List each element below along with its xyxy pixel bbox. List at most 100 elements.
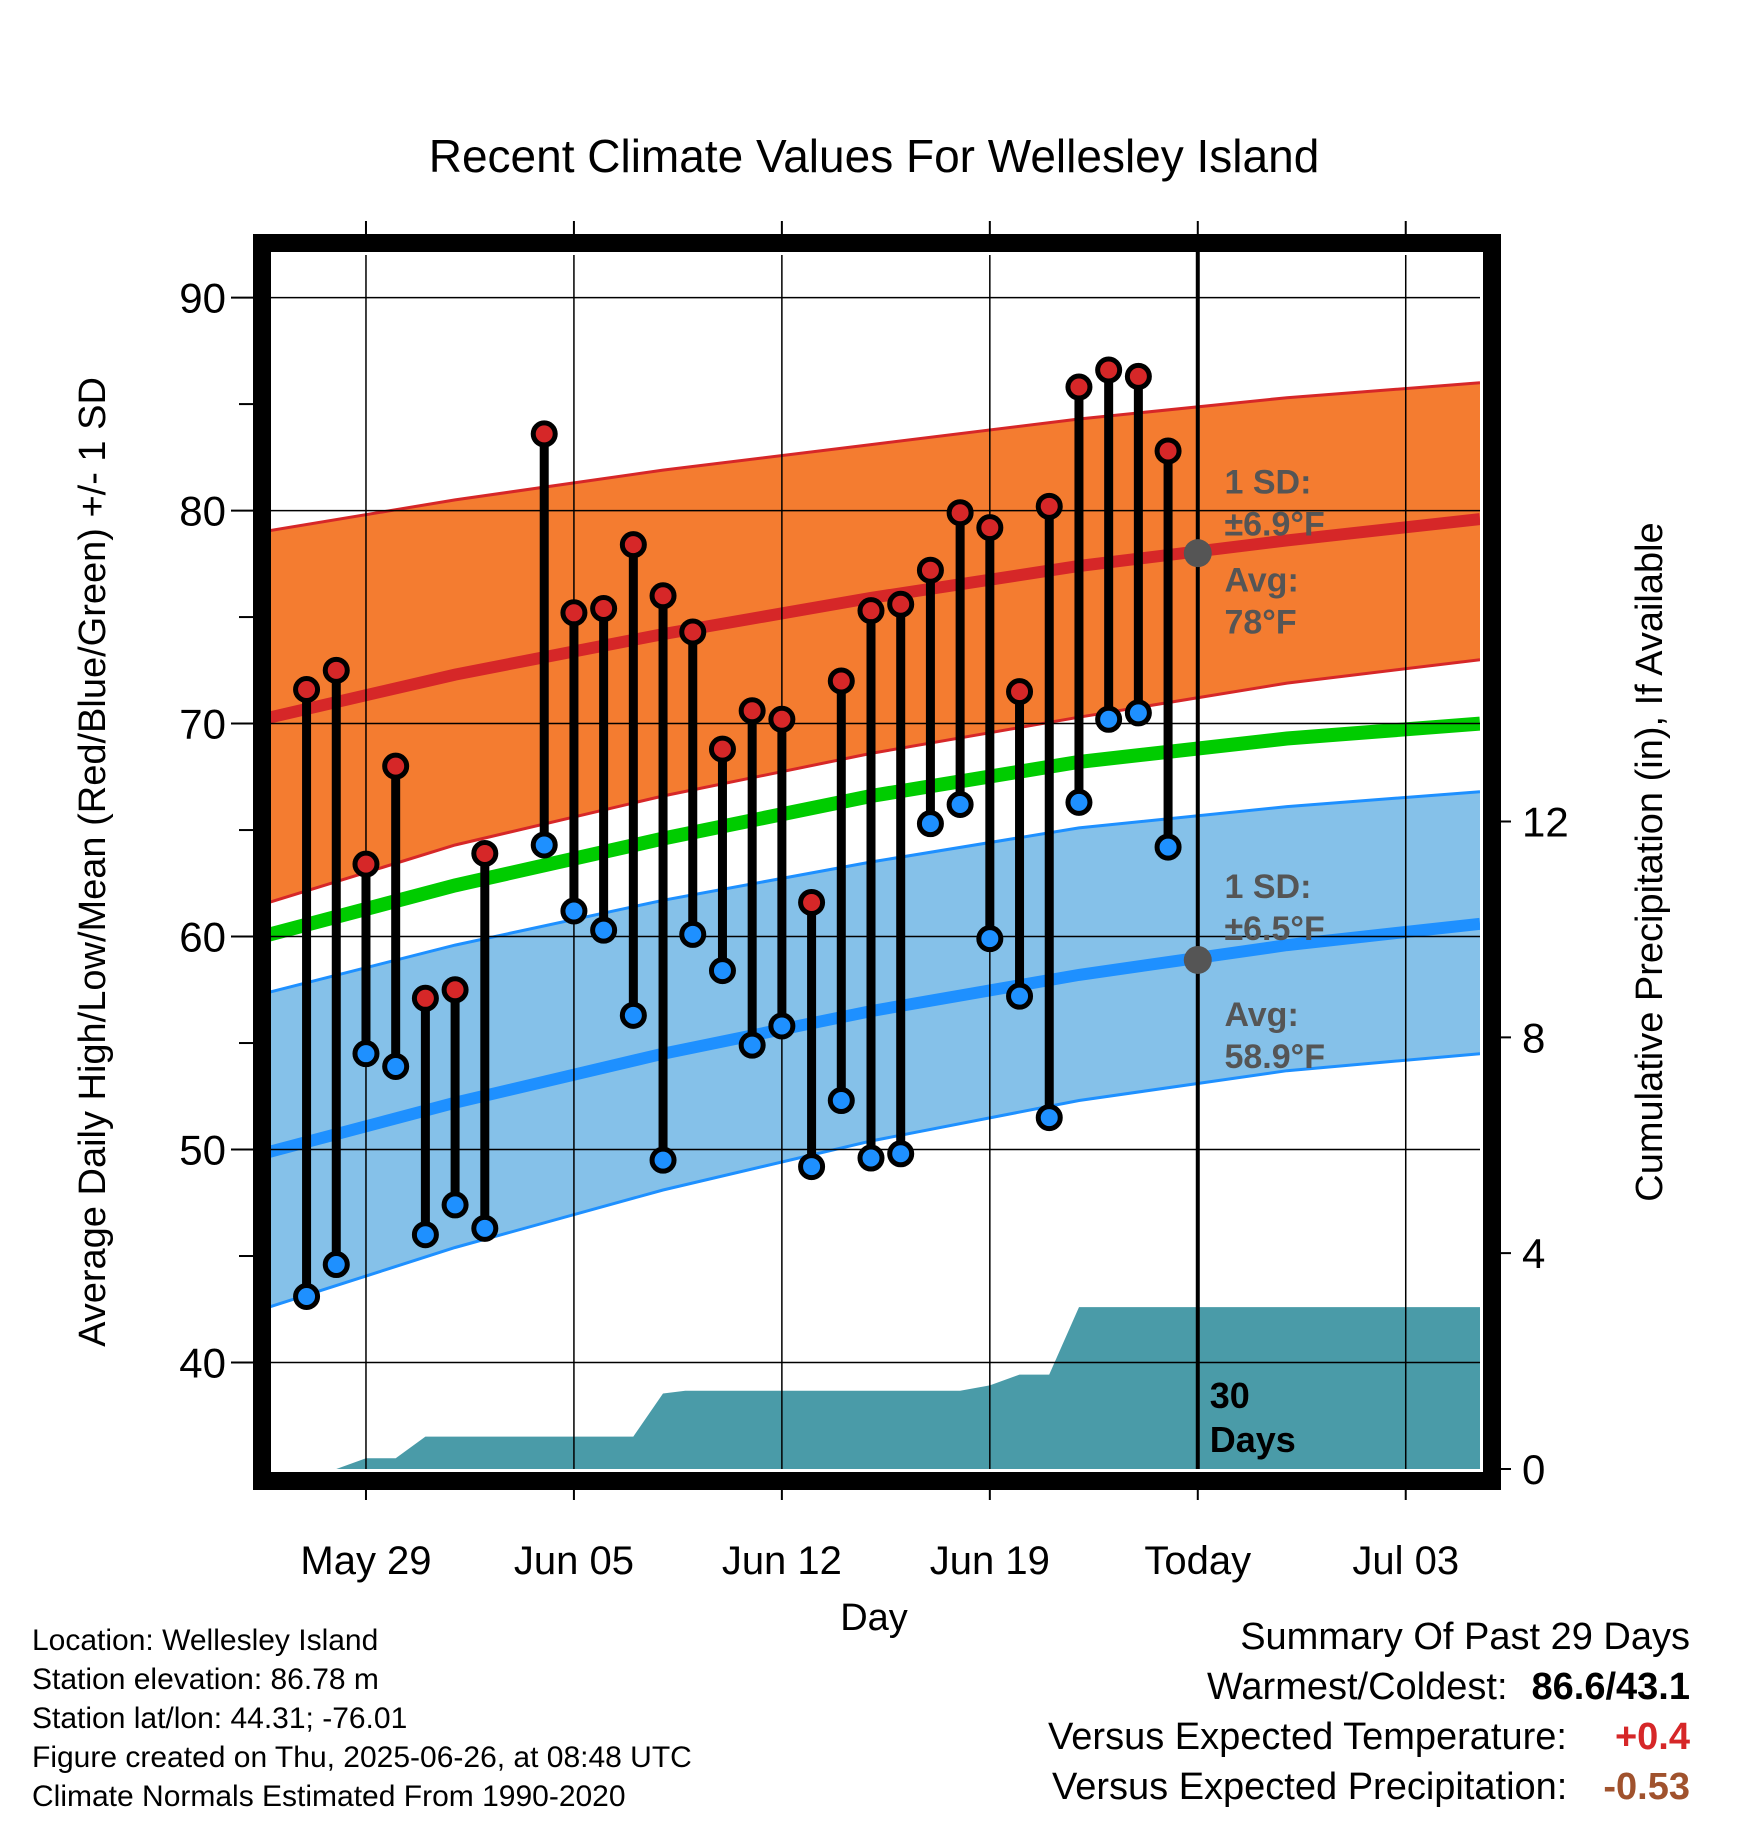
low-point <box>1124 699 1152 727</box>
low-point <box>619 1001 647 1029</box>
x-tick-label: Jun 12 <box>722 1539 842 1583</box>
high-point <box>827 667 855 695</box>
low-point <box>382 1052 410 1080</box>
high-point <box>1124 362 1152 390</box>
high-point <box>857 597 885 625</box>
high-point <box>530 420 558 448</box>
warm-value: 86.6/43.1 <box>1531 1666 1690 1708</box>
precip-area <box>262 1307 1480 1469</box>
annotation-text: 78°F <box>1224 604 1296 642</box>
low-point <box>708 957 736 985</box>
x-tick-label: Jul 03 <box>1352 1539 1459 1583</box>
low-point <box>1065 788 1093 816</box>
annotation-text: Avg: <box>1224 562 1298 600</box>
low-point <box>976 925 1004 953</box>
today-label-line2: Days <box>1210 1419 1296 1460</box>
low-point <box>1095 705 1123 733</box>
low-point <box>798 1153 826 1181</box>
low-point <box>916 810 944 838</box>
high-point <box>441 976 469 1004</box>
x-tick-label: Jun 19 <box>930 1539 1050 1583</box>
low-point <box>738 1031 766 1059</box>
high-point <box>798 888 826 916</box>
y-axis-label-left: Average Daily High/Low/Mean (Red/Blue/Gr… <box>72 377 114 1347</box>
low-point <box>560 897 588 925</box>
info-location: Location: Wellesley Island <box>32 1624 379 1657</box>
y-axis-label-right: Cumulative Precipitation (in), If Availa… <box>1629 522 1671 1201</box>
annotation-text: Avg: <box>1224 996 1298 1034</box>
left-tick-label: 70 <box>179 701 226 748</box>
low-point <box>590 916 618 944</box>
high-point <box>1035 492 1063 520</box>
high-point <box>382 752 410 780</box>
x-tick-label: Jun 05 <box>514 1539 634 1583</box>
low-point <box>857 1144 885 1172</box>
high-point <box>322 656 350 684</box>
high-point <box>293 675 321 703</box>
left-tick-label: 40 <box>179 1340 226 1387</box>
today-label-line1: 30 <box>1210 1375 1250 1416</box>
precip-value: -0.53 <box>1603 1766 1690 1808</box>
left-tick-label: 50 <box>179 1127 226 1174</box>
high-point <box>1006 678 1034 706</box>
left-tick-label: 80 <box>179 488 226 535</box>
summary-temp-row: Versus Expected Temperature: +0.4 <box>1048 1716 1690 1759</box>
low-point <box>322 1251 350 1279</box>
high-point <box>352 850 380 878</box>
x-tick-label: May 29 <box>300 1539 431 1583</box>
summary-precip-row: Versus Expected Precipitation: -0.53 <box>1052 1766 1690 1809</box>
high-point <box>1095 356 1123 384</box>
annotation-text: ±6.5°F <box>1224 910 1324 948</box>
high-point <box>916 556 944 584</box>
annotation-text: 1 SD: <box>1224 868 1311 906</box>
axes: 40 50 60 70 80 90 0 4 8 12 May 29 Jun 05 Jun 12 Jun 1… <box>72 221 1671 1639</box>
high-low-points <box>293 356 1182 1310</box>
low-point <box>887 1140 915 1168</box>
high-point <box>649 582 677 610</box>
high-point <box>1065 373 1093 401</box>
low-point <box>946 790 974 818</box>
low-point <box>679 920 707 948</box>
precipitation-area <box>262 1307 1480 1469</box>
right-tick-label: 0 <box>1522 1446 1545 1493</box>
left-tick-label: 90 <box>179 275 226 322</box>
x-tick-label: Today <box>1144 1539 1251 1583</box>
low-point <box>649 1146 677 1174</box>
high-point <box>1154 437 1182 465</box>
high-point <box>708 735 736 763</box>
high-point <box>411 984 439 1012</box>
warm-label: Warmest/Coldest: <box>1206 1666 1508 1708</box>
low-point <box>441 1191 469 1219</box>
low-point <box>1154 833 1182 861</box>
info-created: Figure created on Thu, 2025-06-26, at 08… <box>32 1741 692 1774</box>
high-point <box>679 618 707 646</box>
low-point <box>1006 982 1034 1010</box>
annotation-text: ±6.9°F <box>1224 506 1324 544</box>
right-tick-label: 12 <box>1522 799 1569 846</box>
plot-frame <box>253 234 1501 1490</box>
left-tick-label: 60 <box>179 914 226 961</box>
high-point <box>768 705 796 733</box>
low-point <box>827 1087 855 1115</box>
annotation-text: 58.9°F <box>1224 1038 1325 1076</box>
x-axis-label: Day <box>840 1597 908 1639</box>
high-point <box>471 839 499 867</box>
right-tick-label: 8 <box>1522 1014 1545 1061</box>
info-normals: Climate Normals Estimated From 1990-2020 <box>32 1780 626 1813</box>
high-low-stems <box>302 370 1173 1297</box>
info-elevation: Station elevation: 86.78 m <box>32 1663 379 1696</box>
right-tick-label: 4 <box>1522 1230 1545 1277</box>
high-point <box>560 599 588 627</box>
annotations: 1 SD: ±6.9°F Avg: 78°F 1 SD: ±6.5°F Avg: 58.9°F <box>1183 464 1325 1076</box>
high-point <box>619 531 647 559</box>
precip-label: Versus Expected Precipitation: <box>1051 1766 1568 1808</box>
summary-title: Summary Of Past 29 Days <box>1240 1616 1690 1658</box>
low-point <box>1035 1104 1063 1132</box>
info-latlon: Station lat/lon: 44.31; -76.01 <box>32 1702 408 1735</box>
temp-value: +0.4 <box>1614 1716 1690 1758</box>
low-point <box>411 1221 439 1249</box>
summary-warm-row: Warmest/Coldest: 86.6/43.1 <box>1207 1666 1690 1709</box>
low-point <box>530 831 558 859</box>
today-normal-marker <box>1183 539 1212 568</box>
